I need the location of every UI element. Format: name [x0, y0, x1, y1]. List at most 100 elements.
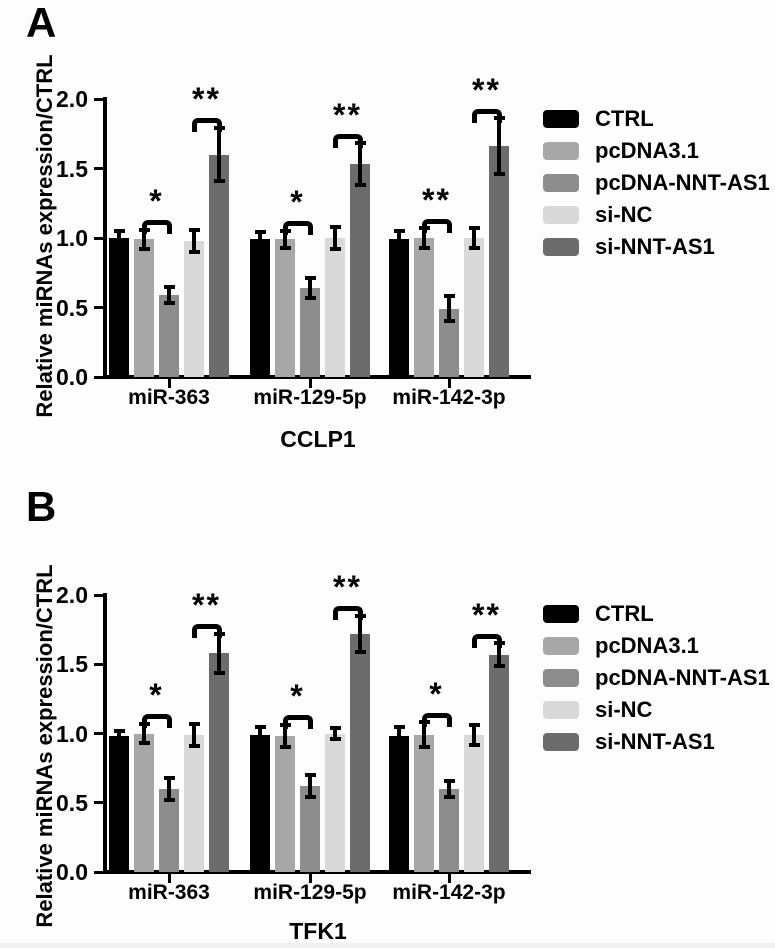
error-bar [397, 231, 401, 248]
bar-pcdna-nnt-as1 [439, 308, 459, 377]
y-axis-tick [94, 801, 103, 805]
significance-stars: * [290, 184, 305, 221]
y-axis-tick [94, 97, 103, 101]
error-bar [333, 727, 337, 740]
error-bar [447, 296, 451, 322]
significance-stars: ** [472, 596, 501, 633]
error-bar-top-cap [163, 284, 175, 289]
y-axis-tick [94, 732, 103, 735]
legend-label: pcDNA3.1 [595, 633, 699, 658]
legend-swatch [543, 238, 579, 256]
x-axis-category-label: miR-142-3p [392, 386, 506, 409]
error-bar [422, 722, 426, 748]
error-bar [192, 723, 196, 746]
legend-label: CTRL [595, 601, 654, 626]
y-axis-tick-label: 1.5 [56, 651, 88, 678]
error-bar-bottom-cap [138, 741, 150, 746]
significance-stars: ** [333, 569, 362, 606]
significance-bracket [332, 606, 363, 621]
x-axis-category-label: miR-129-5p [253, 881, 367, 904]
significance-bracket [471, 108, 502, 123]
y-axis-line [103, 593, 107, 874]
error-bar-bottom-cap [254, 244, 266, 249]
y-axis-tick [94, 167, 103, 170]
error-bar [497, 118, 501, 175]
error-bar-bottom-cap [468, 742, 480, 747]
bar-si-nnt-as1 [209, 154, 229, 377]
significance-bracket [421, 218, 452, 233]
bar-pcdna3-1 [134, 733, 154, 872]
error-bar-top-cap [393, 724, 405, 729]
error-bar-bottom-cap [393, 743, 405, 748]
error-bar [167, 777, 171, 800]
y-axis-tick-label: 0.0 [56, 364, 88, 390]
error-bar-top-cap [188, 227, 200, 232]
error-bar [308, 278, 312, 298]
error-bar [283, 231, 287, 248]
bar-pcdna3-1 [414, 734, 434, 872]
error-bar-top-cap [393, 229, 405, 234]
bar-ctrl [389, 239, 409, 377]
error-bar [117, 231, 121, 245]
bar-si-nc [464, 734, 484, 872]
legend-item: pcDNA-NNT-AS1 [543, 171, 773, 198]
bar-pcdna-nnt-as1 [159, 294, 179, 377]
error-bar-bottom-cap [329, 247, 341, 252]
error-bar [167, 286, 171, 304]
error-bar [397, 726, 401, 746]
error-bar-top-cap [468, 723, 480, 728]
bar-pcdna-nnt-as1 [159, 788, 179, 872]
error-bar-bottom-cap [354, 649, 366, 654]
x-axis-tick [308, 874, 312, 883]
error-bar [472, 725, 476, 745]
x-axis-category-label: miR-363 [128, 386, 210, 409]
legend-item: si-NNT-AS1 [543, 234, 773, 262]
legend-item: pcDNA-NNT-AS1 [543, 666, 773, 693]
error-bar-bottom-cap [329, 737, 341, 742]
x-axis-category-label: miR-142-3p [392, 881, 506, 904]
legend-swatch [543, 733, 579, 751]
y-axis-tick [94, 375, 103, 379]
y-axis-tick-label: 1.0 [56, 225, 88, 251]
legend-label: si-NC [595, 202, 653, 227]
significance-bracket [141, 219, 172, 234]
error-bar [117, 730, 121, 742]
bar-ctrl [389, 736, 409, 872]
bar-si-nc [325, 733, 345, 872]
error-bar-bottom-cap [304, 295, 316, 300]
error-bar-top-cap [113, 229, 125, 234]
x-axis-category-label: miR-363 [128, 881, 210, 904]
x-axis-tick [447, 379, 451, 388]
legend-label: si-NNT-AS1 [595, 234, 715, 259]
error-bar [217, 633, 221, 673]
error-bar-top-cap [329, 725, 341, 730]
error-bar [192, 229, 196, 252]
panel-a-cell-line-title: CCLP1 [280, 426, 356, 452]
error-bar-bottom-cap [443, 319, 455, 324]
legend-swatch [543, 110, 579, 128]
significance-bracket [471, 633, 502, 648]
error-bar [217, 128, 221, 181]
significance-stars: ** [422, 181, 451, 218]
legend-label: si-NC [595, 697, 653, 722]
error-bar-top-cap [468, 226, 480, 231]
significance-bracket [332, 133, 363, 148]
legend-swatch [543, 142, 579, 160]
bar-si-nc [325, 238, 345, 377]
y-axis-tick-label: 0.5 [56, 789, 88, 816]
error-bar-top-cap [304, 276, 316, 281]
error-bar-bottom-cap [279, 245, 291, 250]
bar-si-nnt-as1 [209, 653, 229, 872]
panel-a-letter: A [26, 0, 57, 46]
x-axis-tick [308, 379, 312, 388]
significance-bracket [191, 118, 222, 133]
legend-item: pcDNA3.1 [543, 139, 773, 166]
x-axis-tick [447, 874, 451, 883]
significance-stars: * [149, 677, 164, 714]
bar-ctrl [109, 736, 129, 872]
error-bar [258, 232, 262, 247]
significance-stars: ** [472, 71, 501, 108]
bar-si-nnt-as1 [350, 164, 370, 377]
significance-stars: ** [192, 81, 221, 118]
